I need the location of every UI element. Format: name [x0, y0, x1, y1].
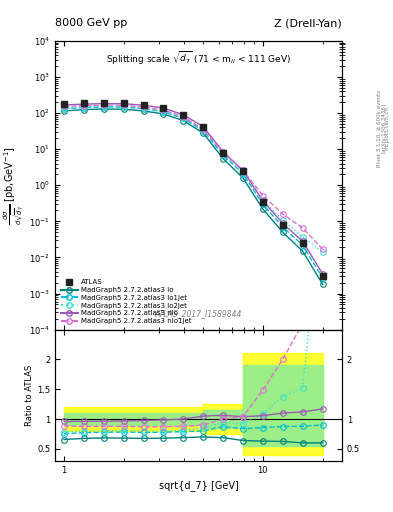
X-axis label: sqrt{d_7} [GeV]: sqrt{d_7} [GeV] — [158, 480, 239, 491]
Text: Z (Drell-Yan): Z (Drell-Yan) — [274, 18, 342, 28]
Y-axis label: Ratio to ATLAS: Ratio to ATLAS — [25, 365, 34, 426]
Text: 8000 GeV pp: 8000 GeV pp — [55, 18, 127, 28]
Text: Splitting scale $\sqrt{d_7}$ (71 < m$_{ll}$ < 111 GeV): Splitting scale $\sqrt{d_7}$ (71 < m$_{l… — [106, 50, 291, 67]
Legend: ATLAS, MadGraph5 2.7.2.atlas3 lo, MadGraph5 2.7.2.atlas3 lo1jet, MadGraph5 2.7.2: ATLAS, MadGraph5 2.7.2.atlas3 lo, MadGra… — [59, 278, 194, 326]
Text: ATLAS_2017_I1589844: ATLAS_2017_I1589844 — [155, 309, 242, 318]
Text: Rivet 3.1.10, ≥ 600k events: Rivet 3.1.10, ≥ 600k events — [377, 90, 382, 166]
Text: [arXiv:1306.3436]: [arXiv:1306.3436] — [381, 103, 386, 153]
Text: mcplots.cern.ch: mcplots.cern.ch — [385, 106, 389, 150]
Y-axis label: $\frac{d\sigma}{d\sqrt{\overline{d}_7}}$ [pb,GeV$^{-1}$]: $\frac{d\sigma}{d\sqrt{\overline{d}_7}}$… — [1, 146, 26, 225]
